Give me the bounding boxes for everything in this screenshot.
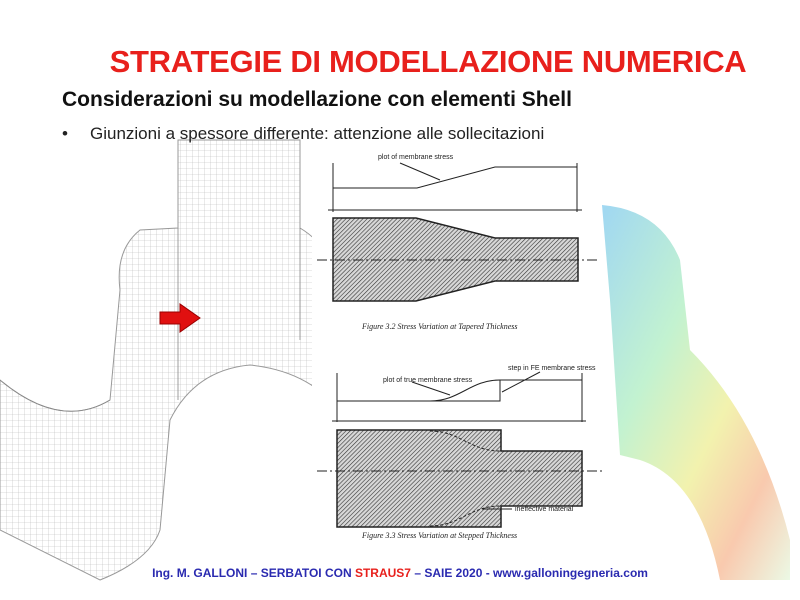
figure-tapered xyxy=(317,162,598,302)
slide-subtitle: Considerazioni su modellazione con eleme… xyxy=(62,88,572,111)
figure-b-label-true: plot of true membrane stress xyxy=(383,377,473,384)
footer-left: Ing. M. GALLONI – SERBATOI CON xyxy=(152,566,355,580)
bullet-marker: • xyxy=(62,124,68,143)
slide-title: STRATEGIE DI MODELLAZIONE NUMERICA xyxy=(109,44,747,79)
footer-brand: STRAUS7 xyxy=(354,566,411,580)
figure-b-caption: Figure 3.3 Stress Variation at Stepped T… xyxy=(361,531,517,540)
figure-b-label-ineffective: ineffective material xyxy=(515,506,574,513)
mesh-model-left xyxy=(0,139,331,581)
bullet-item: • Giunzioni a spessore differente: attenz… xyxy=(62,124,544,144)
figure-a-caption: Figure 3.2 Stress Variation at Tapered T… xyxy=(361,322,517,331)
footer-right: – SAIE 2020 - www.galloningegneria.com xyxy=(410,566,648,580)
red-arrow-icon xyxy=(159,303,201,333)
figure-stepped xyxy=(317,371,602,528)
figure-b-label-step: step in FE membrane stress xyxy=(508,365,596,372)
slide-footer: Ing. M. GALLONI – SERBATOI CON STRAUS7 –… xyxy=(0,566,800,580)
bullet-text: Giunzioni a spessore differente: attenzi… xyxy=(90,124,545,143)
figure-a-label: plot of membrane stress xyxy=(378,154,454,161)
stress-contour-model-right xyxy=(602,205,790,580)
